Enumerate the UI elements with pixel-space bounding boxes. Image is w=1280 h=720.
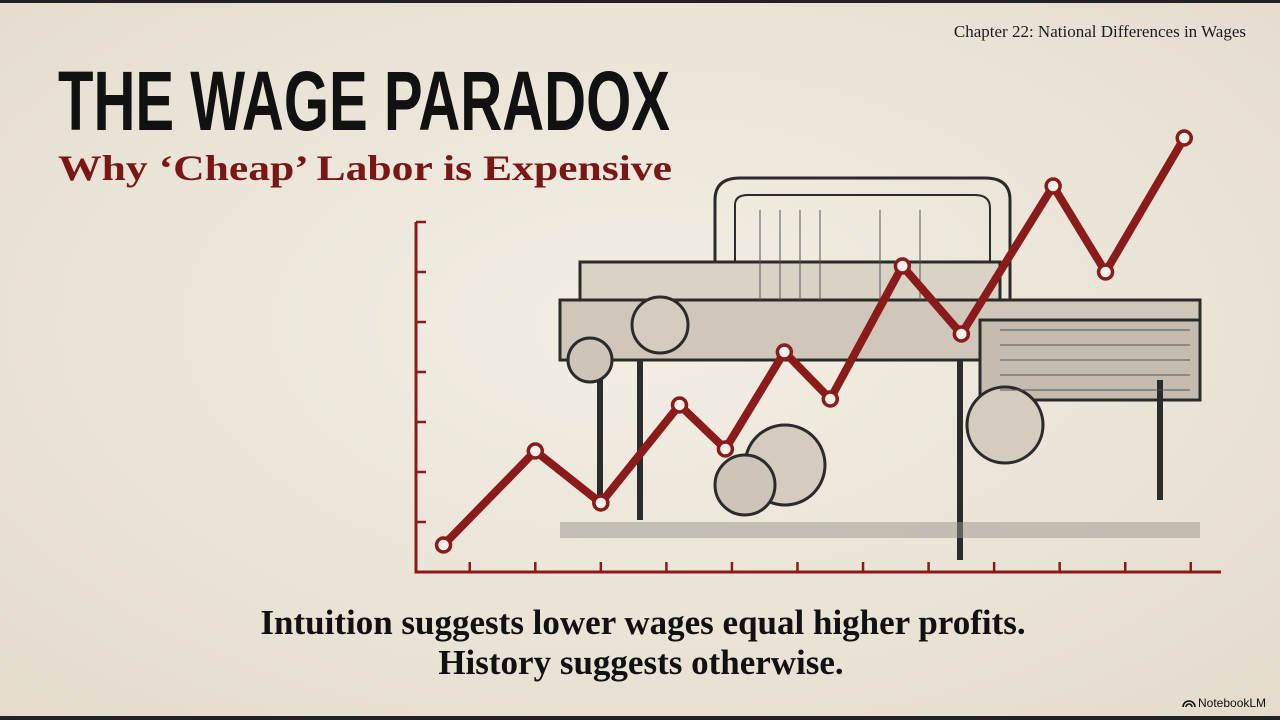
data-point xyxy=(716,440,735,458)
title: THE WAGE PARADOX xyxy=(58,54,670,148)
chapter-label: Chapter 22: National Differences in Wage… xyxy=(954,22,1246,41)
data-point xyxy=(775,343,794,361)
data-point xyxy=(592,494,610,512)
data-point xyxy=(893,257,912,275)
data-point xyxy=(821,390,840,408)
caption-line: History suggests otherwise. xyxy=(438,643,843,682)
brand-icon xyxy=(1182,700,1196,708)
data-point xyxy=(670,396,689,414)
brand-name: NotebookLM xyxy=(1198,696,1266,710)
bottom-edge xyxy=(0,716,1280,720)
data-point xyxy=(434,536,453,554)
loom-illustration xyxy=(558,176,1202,560)
top-edge xyxy=(0,0,1280,3)
data-point xyxy=(1175,129,1193,147)
data-line xyxy=(440,135,1188,548)
branding: NotebookLM xyxy=(1182,696,1266,710)
data-point xyxy=(1044,177,1062,195)
data-point xyxy=(526,442,545,460)
chart xyxy=(414,129,1221,574)
subtitle: Why ‘Cheap’ Labor is Expensive xyxy=(58,148,672,188)
caption-line: Intuition suggests lower wages equal hig… xyxy=(260,603,1025,642)
data-point xyxy=(952,325,971,343)
data-point xyxy=(1096,263,1115,281)
